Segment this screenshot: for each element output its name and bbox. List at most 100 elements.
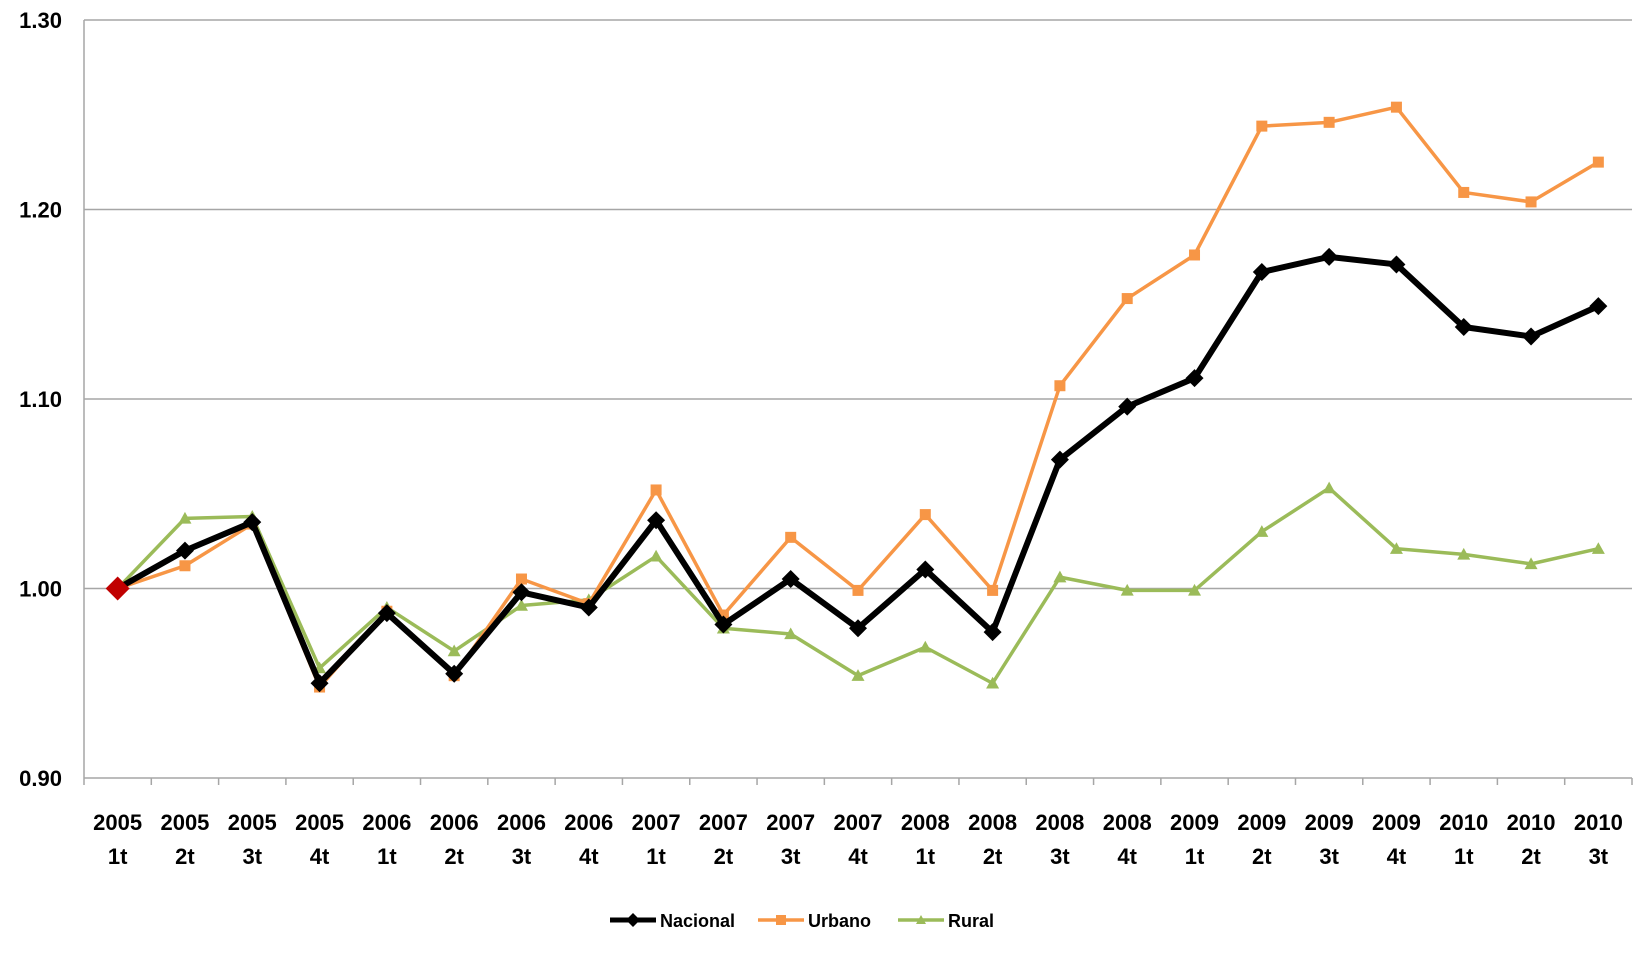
data-point-rural: [514, 599, 528, 611]
legend-item-rural: Rural: [898, 911, 994, 931]
data-point-urbano: [717, 609, 729, 621]
x-tick-label: 2007 4t: [834, 810, 883, 869]
legend-swatch-marker: [776, 915, 786, 925]
x-tick-label: 2005 2t: [160, 810, 209, 869]
x-tick-label: 2009 4t: [1372, 810, 1421, 869]
x-tick-label: 2008 2t: [968, 810, 1017, 869]
y-tick-label: 1.00: [19, 577, 62, 602]
data-point-rural: [1120, 583, 1134, 596]
series-line-nacional: [116, 253, 1600, 687]
series-urbano: [112, 101, 1604, 693]
data-point-nacional: [1118, 397, 1137, 416]
legend: Nacional Urbano Rural: [610, 911, 994, 931]
x-tick-label: 2007 1t: [632, 810, 681, 869]
data-point-nacional: [1320, 247, 1339, 266]
data-point-nacional: [1589, 297, 1608, 316]
data-point-urbano: [1525, 196, 1537, 208]
series-nacional: [105, 247, 1608, 693]
data-point-urbano: [1592, 156, 1604, 168]
x-tick-label: 2006 3t: [497, 810, 546, 869]
legend-swatch-marker: [916, 915, 926, 924]
x-tick-label: 2009 2t: [1237, 810, 1286, 869]
data-point-rural: [851, 669, 865, 681]
data-point-urbano: [1054, 380, 1066, 392]
x-tick-label: 2008 1t: [901, 810, 950, 869]
data-point-rural: [1457, 547, 1471, 560]
data-point-nacional: [445, 664, 464, 683]
data-point-rural: [447, 644, 461, 657]
data-point-nacional: [1387, 255, 1406, 274]
legend-item-nacional: Nacional: [610, 911, 735, 931]
data-point-rural: [986, 676, 1000, 689]
data-point-rural: [784, 627, 798, 640]
data-point-nacional: [714, 615, 733, 634]
data-point-nacional: [243, 513, 262, 532]
y-tick-label: 1.20: [19, 198, 62, 223]
data-point-nacional: [105, 576, 130, 601]
x-tick-label: 2009 3t: [1305, 810, 1354, 869]
data-point-rural: [1322, 481, 1336, 494]
data-point-nacional: [310, 674, 329, 693]
data-point-nacional: [1252, 263, 1271, 282]
y-tick-label: 0.90: [19, 766, 62, 791]
data-point-rural: [1053, 570, 1067, 583]
legend-item-urbano: Urbano: [758, 911, 871, 931]
data-point-nacional: [579, 598, 598, 617]
legend-label: Urbano: [808, 911, 871, 931]
x-axis-tick-labels: 2005 1t 2005 2t 2005 3t 2005 4t 2006 1t 2006 2t 2006…: [93, 810, 1623, 869]
data-point-rural: [1188, 583, 1202, 596]
data-point-nacional: [647, 511, 666, 530]
data-point-urbano: [1189, 249, 1201, 261]
data-series: [105, 101, 1608, 693]
x-tick-label: 2007 2t: [699, 810, 748, 869]
data-point-urbano: [987, 584, 999, 596]
x-tick-label: 2010 2t: [1507, 810, 1556, 869]
x-tick-label: 2008 4t: [1103, 810, 1152, 869]
data-point-urbano: [785, 531, 797, 543]
data-point-urbano: [1390, 101, 1402, 113]
data-point-urbano: [1256, 120, 1268, 132]
data-point-rural: [178, 511, 192, 524]
data-point-urbano: [515, 573, 527, 585]
x-tick-label: 2005 3t: [228, 810, 277, 869]
data-point-urbano: [1458, 186, 1470, 198]
x-tick-label: 2005 1t: [93, 810, 142, 869]
x-tick-label: 2006 4t: [564, 810, 613, 869]
data-point-rural: [1255, 525, 1269, 537]
data-point-urbano: [179, 560, 191, 572]
x-tick-label: 2005 4t: [295, 810, 344, 869]
x-tick-label: 2006 2t: [430, 810, 479, 869]
data-point-nacional: [175, 541, 194, 560]
data-point-nacional: [1185, 369, 1204, 388]
x-tick-label: 2010 3t: [1574, 810, 1623, 869]
y-tick-label: 1.30: [19, 8, 62, 33]
legend-swatch-marker: [626, 913, 640, 927]
x-tick-label: 2007 3t: [766, 810, 815, 869]
x-tick-label: 2006 1t: [362, 810, 411, 869]
data-point-rural: [918, 640, 932, 653]
data-point-nacional: [1454, 317, 1473, 336]
data-point-nacional: [512, 583, 531, 602]
data-point-rural: [1524, 557, 1538, 570]
y-axis-tick-labels: 0.90 1.00 1.10 1.20 1.30: [19, 8, 62, 791]
axes: [83, 20, 1633, 785]
legend-label: Nacional: [660, 911, 735, 931]
series-line-urbano: [117, 105, 1600, 689]
x-tick-label: 2009 1t: [1170, 810, 1219, 869]
data-point-rural: [1591, 542, 1605, 554]
x-tick-label: 2010 1t: [1439, 810, 1488, 869]
legend-label: Rural: [948, 911, 994, 931]
data-point-nacional: [916, 560, 935, 579]
y-tick-label: 1.10: [19, 387, 62, 412]
x-tick-label: 2008 3t: [1035, 810, 1084, 869]
data-point-urbano: [1323, 116, 1335, 128]
data-point-nacional: [1050, 450, 1069, 469]
data-point-urbano: [919, 509, 931, 521]
data-point-urbano: [1121, 293, 1133, 305]
data-point-nacional: [781, 570, 800, 589]
data-point-nacional: [849, 619, 867, 638]
data-point-rural: [1389, 542, 1403, 554]
data-point-rural: [649, 549, 663, 562]
data-point-urbano: [650, 484, 662, 496]
